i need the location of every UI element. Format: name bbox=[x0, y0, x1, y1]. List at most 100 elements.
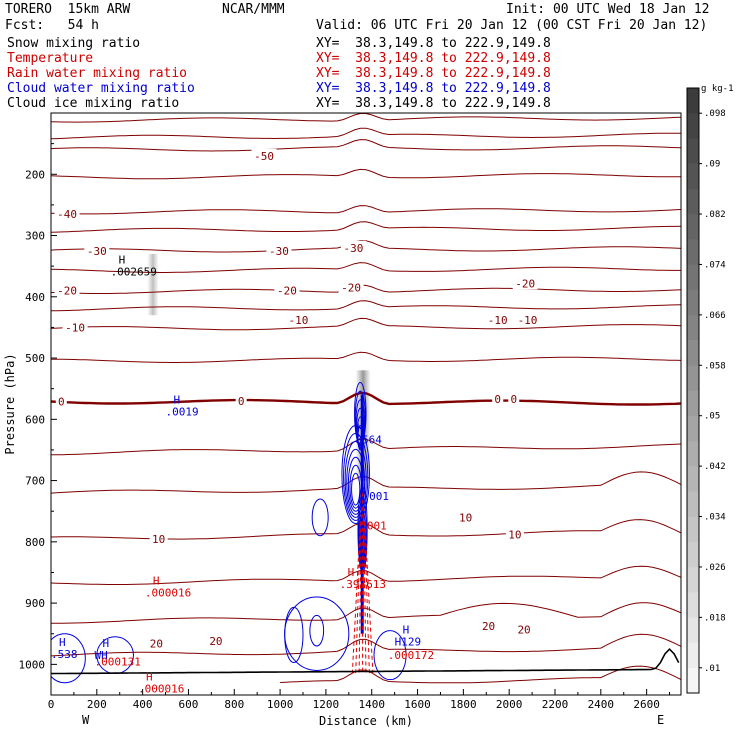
colorbar-bin bbox=[687, 214, 699, 240]
y-tick-label: 1000 bbox=[19, 658, 46, 671]
model-title: TORERO 15km ARW bbox=[5, 2, 131, 17]
rain-water-contour bbox=[364, 522, 370, 674]
isotherm-label-bg bbox=[515, 313, 541, 327]
rain-water-contour bbox=[351, 536, 360, 674]
y-tick-label: 900 bbox=[25, 597, 45, 610]
extremum-value: .8564 bbox=[349, 434, 382, 447]
colorbar-bin bbox=[687, 365, 699, 391]
colorbar-tick-label: .09 bbox=[704, 160, 720, 170]
x-tick-label: 800 bbox=[224, 698, 244, 711]
valid-time: Valid: 06 UTC Fri 20 Jan 12 (00 CST Fri … bbox=[316, 18, 708, 33]
isotherm-label: -30 bbox=[269, 245, 289, 258]
cloud-water-contour bbox=[343, 432, 369, 521]
isotherm-line bbox=[51, 139, 681, 152]
isotherm-line bbox=[51, 317, 681, 331]
isotherm-line bbox=[51, 351, 681, 363]
y-axis-label: Pressure (hPa) bbox=[3, 353, 17, 454]
isotherm-line bbox=[51, 221, 681, 233]
isotherm-label-bg bbox=[485, 313, 511, 327]
colorbar-bin bbox=[687, 617, 699, 643]
extremum-value: .000172 bbox=[388, 649, 434, 662]
colorbar-bin bbox=[687, 239, 699, 265]
x-tick-label: 1600 bbox=[404, 698, 431, 711]
colorbar-bin bbox=[687, 642, 699, 669]
colorbar-bin bbox=[687, 88, 699, 114]
snow-shading-west bbox=[147, 253, 159, 316]
extremum-mark: H bbox=[119, 254, 126, 267]
isotherm-label-bg bbox=[508, 392, 520, 406]
isotherm-label: -10 bbox=[65, 321, 85, 334]
x-end-right: E bbox=[657, 713, 664, 727]
y-tick-label: 500 bbox=[25, 352, 45, 365]
colorbar-bin bbox=[687, 566, 699, 593]
isotherm-label-bg bbox=[147, 636, 166, 650]
isotherm-line bbox=[51, 168, 681, 180]
colorbar-tick-label: .034 bbox=[704, 513, 726, 523]
isotherm-label: 0 bbox=[494, 393, 501, 406]
isotherm-label: 20 bbox=[482, 620, 495, 633]
isotherm-label: 20 bbox=[517, 623, 530, 636]
isotherm-line bbox=[51, 127, 681, 140]
isotherm-label-bg bbox=[505, 527, 524, 541]
isotherm-label: -20 bbox=[515, 277, 535, 290]
extremum-value: WH bbox=[95, 649, 108, 662]
isotherm-label: 10 bbox=[459, 511, 472, 524]
colorbar-bin bbox=[687, 314, 699, 341]
center-title: NCAR/MMM bbox=[222, 2, 285, 17]
isotherm-label: -20 bbox=[341, 282, 361, 295]
x-tick-label: 600 bbox=[179, 698, 199, 711]
isotherm-label-bg bbox=[479, 618, 498, 632]
field-name-rain: Rain water mixing ratio bbox=[7, 66, 188, 81]
extremum-value: .001 bbox=[360, 519, 387, 532]
extremum-value: .0019 bbox=[166, 405, 199, 418]
isotherm-label-bg bbox=[456, 510, 475, 524]
colorbar-bin bbox=[687, 390, 699, 417]
isotherm-line bbox=[51, 391, 681, 406]
y-tick-label: 200 bbox=[25, 168, 45, 181]
colorbar-tick-label: .082 bbox=[704, 210, 726, 220]
isotherm-line bbox=[51, 633, 681, 657]
y-tick-label: 400 bbox=[25, 291, 45, 304]
extremum-mark: H bbox=[357, 422, 364, 435]
isotherm-line bbox=[280, 665, 681, 684]
isotherm-line bbox=[51, 284, 681, 294]
isotherm-line bbox=[51, 113, 681, 123]
x-tick-label: 0 bbox=[48, 698, 55, 711]
plot-frame bbox=[50, 112, 682, 696]
cloud-water-contour bbox=[344, 440, 367, 518]
isotherm-label-bg bbox=[235, 393, 247, 407]
isotherm-label-bg bbox=[84, 243, 110, 257]
colorbar-bin bbox=[687, 163, 699, 190]
isotherm-line bbox=[51, 240, 681, 253]
isotherm-label-bg bbox=[251, 148, 277, 162]
isotherm-label-bg bbox=[340, 240, 366, 254]
x-axis-label: Distance (km) bbox=[319, 714, 413, 728]
isotherm-label: 20 bbox=[209, 635, 222, 648]
extremum-value: .001 bbox=[363, 490, 390, 503]
colorbar-tick-label: .026 bbox=[704, 563, 726, 573]
isotherm-label: 10 bbox=[508, 528, 521, 541]
colorbar-bin bbox=[687, 340, 699, 366]
forecast-hour: Fcst: 54 h bbox=[5, 18, 99, 33]
field-xy-snow: XY= 38.3,149.8 to 222.9,149.8 bbox=[316, 36, 551, 51]
colorbar-bin bbox=[687, 541, 699, 568]
colorbar-bin bbox=[687, 440, 699, 467]
rain-water-contour bbox=[355, 522, 361, 674]
isotherm-label-bg bbox=[54, 207, 80, 221]
field-name-cloud-ice: Cloud ice mixing ratio bbox=[7, 96, 180, 111]
x-tick-label: 2200 bbox=[542, 698, 569, 711]
extremum-mark: H bbox=[403, 624, 410, 637]
colorbar-bin bbox=[687, 289, 699, 316]
y-tick-label: 700 bbox=[25, 475, 45, 488]
colorbar-bin bbox=[687, 113, 699, 139]
isotherm-label: -10 bbox=[488, 314, 508, 327]
cloud-water-contour bbox=[354, 382, 367, 445]
isotherm-label: -30 bbox=[343, 242, 363, 255]
isotherm-label: 20 bbox=[150, 638, 163, 651]
field-xy-rain: XY= 38.3,149.8 to 222.9,149.8 bbox=[316, 66, 551, 81]
y-tick-label: 300 bbox=[25, 230, 45, 243]
x-tick-label: 200 bbox=[87, 698, 107, 711]
extremum-mark: H bbox=[146, 670, 153, 683]
colorbar-tick-label: .058 bbox=[704, 361, 726, 371]
x-tick-label: 2600 bbox=[633, 698, 660, 711]
